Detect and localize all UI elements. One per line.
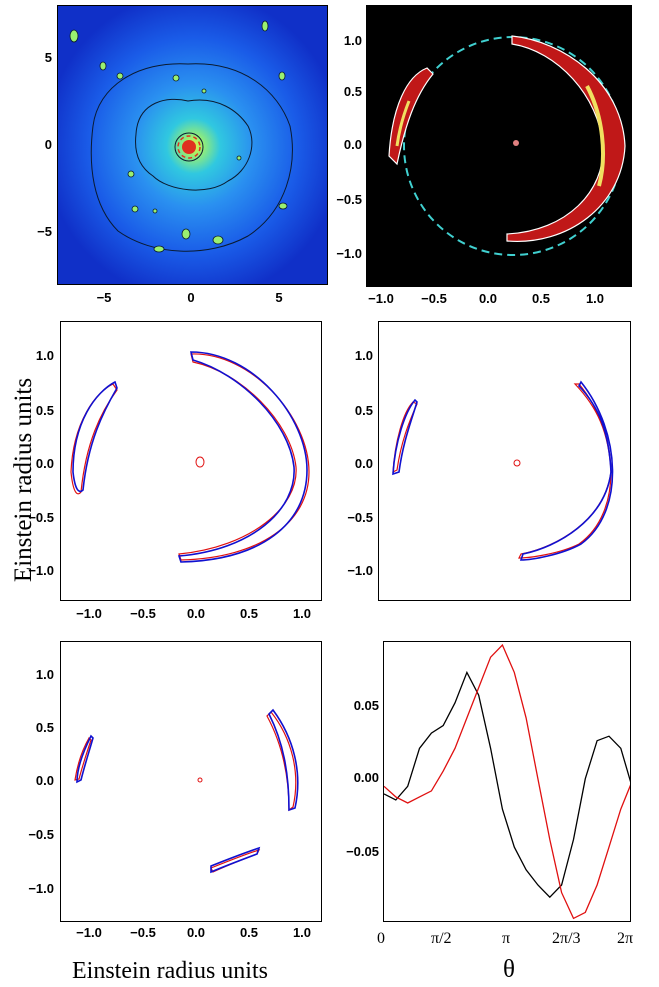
- chart-xtick: 0: [377, 930, 385, 947]
- panel-e-ytick: 0.0: [35, 773, 54, 788]
- panel-a-xtick: −5: [96, 290, 112, 305]
- chart-series-line-1: [384, 643, 630, 920]
- panel-a-ytick: 0: [44, 137, 52, 152]
- panel-c-xtick: 0.5: [239, 606, 259, 621]
- panel-c-xtick: 1.0: [292, 606, 312, 621]
- panel-e-ytick: −0.5: [28, 827, 54, 842]
- panel-b-xtick: 0.5: [531, 291, 551, 306]
- panel-b-ytick: 0.5: [343, 84, 362, 99]
- panel-e-ytick: 1.0: [35, 667, 54, 682]
- panel-c-ytick: 0.0: [35, 456, 54, 471]
- panel-e-xtick: −1.0: [76, 925, 102, 940]
- panel-a-ytick: −5: [37, 224, 52, 239]
- panel-c-xtick: −1.0: [76, 606, 102, 621]
- panel-c-ytick: −0.5: [28, 510, 54, 525]
- y-axis-label: Einstein radius units: [10, 377, 37, 583]
- panel-b-ytick: −1.0: [336, 246, 362, 261]
- panel-b-xtick: −1.0: [368, 291, 394, 306]
- contour-plot-arcs: [74, 708, 299, 874]
- panel-e-ytick: 0.5: [35, 720, 54, 735]
- chart-xtick: π/2: [431, 930, 452, 947]
- panel-b-xtick: 0.0: [478, 291, 498, 306]
- lensed-arc-image: [388, 35, 626, 256]
- chart-xtick: 2π/3: [552, 930, 581, 947]
- chart-ytick: −0.05: [346, 844, 379, 859]
- contour-panel-reduced: [378, 321, 631, 601]
- chart-xtick: 2π: [617, 930, 634, 947]
- contour-plot-reduced: [392, 380, 614, 561]
- panel-e-xtick: 0.5: [239, 925, 259, 940]
- panel-c-ytick: 0.5: [35, 403, 54, 418]
- panel-c-ytick: −1.0: [28, 563, 54, 578]
- panel-a-xtick: 0: [187, 290, 195, 305]
- contour-panel-full: [60, 321, 322, 601]
- panel-a-xtick: 5: [275, 290, 283, 305]
- theta-line-chart: [383, 641, 631, 922]
- panel-c-xtick: 0.0: [186, 606, 206, 621]
- theta-line-chart-svg: [384, 643, 630, 920]
- panel-e-xtick: 1.0: [292, 925, 312, 940]
- panel-e-xtick: −0.5: [130, 925, 156, 940]
- panel-b-ytick: −0.5: [336, 192, 362, 207]
- panel-d-ytick: −0.5: [347, 510, 373, 525]
- panel-c-ytick: 1.0: [35, 348, 54, 363]
- contour-panel-arcs: [60, 641, 322, 922]
- panel-d-ytick: 0.5: [354, 403, 373, 418]
- chart-xtick: π: [502, 930, 511, 947]
- panel-d-ytick: 1.0: [354, 348, 373, 363]
- chart-ytick: 0.05: [353, 698, 379, 713]
- panel-b-xtick: 1.0: [585, 291, 605, 306]
- panel-b-ytick: 0.0: [343, 137, 362, 152]
- panel-c-xtick: −0.5: [130, 606, 156, 621]
- galaxy-map-image: [58, 6, 327, 284]
- panel-e-ytick: −1.0: [28, 881, 54, 896]
- panel-d-ytick: −1.0: [347, 563, 373, 578]
- x-axis-label-right: θ: [503, 956, 515, 983]
- panel-b-xtick: −0.5: [421, 291, 447, 306]
- lensed-arc-image-panel: [366, 5, 632, 287]
- panel-d-ytick: 0.0: [354, 456, 373, 471]
- panel-e-xtick: 0.0: [186, 925, 206, 940]
- chart-ytick: 0.00: [353, 770, 379, 785]
- contour-plot-full: [70, 351, 310, 563]
- panel-a-ytick: 5: [44, 50, 52, 65]
- galaxy-map-panel: [57, 5, 328, 285]
- chart-series-line-0: [384, 670, 630, 899]
- x-axis-label-left: Einstein radius units: [72, 958, 268, 984]
- panel-b-ytick: 1.0: [343, 33, 362, 48]
